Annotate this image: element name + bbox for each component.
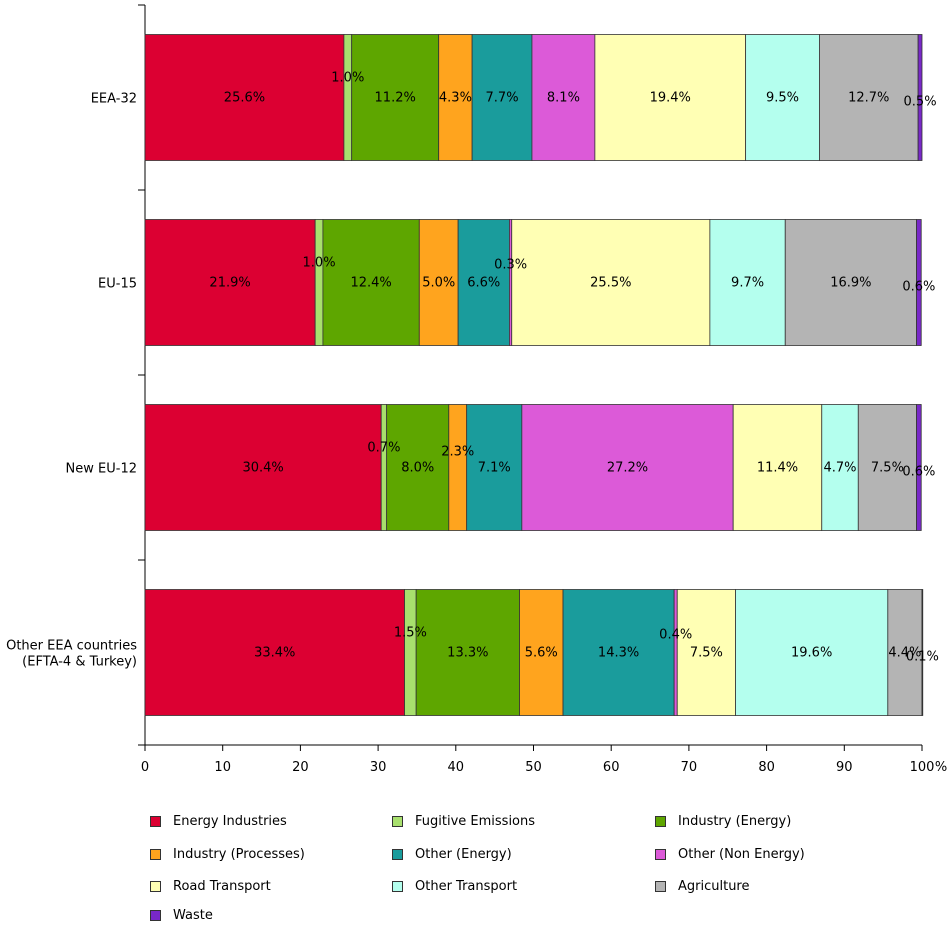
- bar-segment: [438, 34, 473, 161]
- bar-segment: [673, 589, 678, 716]
- bar-segment: [735, 589, 889, 716]
- bar-segment: [466, 404, 523, 531]
- data-label: 30.4%: [242, 461, 283, 476]
- bar-segment: [351, 34, 440, 161]
- data-label: 19.6%: [791, 646, 832, 661]
- data-label: 7.5%: [871, 461, 904, 476]
- bar-segment: [415, 589, 520, 716]
- data-label: 14.3%: [598, 646, 639, 661]
- bar-segment: [471, 34, 533, 161]
- bar-segment: [144, 34, 345, 161]
- data-label: 16.9%: [830, 276, 871, 291]
- bar-segment: [745, 34, 820, 161]
- data-label: 0.6%: [902, 280, 935, 295]
- data-label: 5.6%: [525, 646, 558, 661]
- bar-segment: [386, 404, 450, 531]
- bar-segment: [916, 219, 922, 346]
- bar-segment: [380, 404, 388, 531]
- data-label: 4.7%: [824, 461, 857, 476]
- bar-segment: [418, 219, 459, 346]
- bar-segment: [562, 589, 675, 716]
- bar-segment: [917, 34, 923, 161]
- data-label: 25.5%: [590, 276, 631, 291]
- x-tick-label: 60: [603, 760, 620, 775]
- data-label: 25.6%: [224, 91, 265, 106]
- category-label: EU-15: [98, 277, 137, 292]
- data-label: 11.2%: [375, 91, 416, 106]
- data-label: 5.0%: [422, 276, 455, 291]
- data-label: 9.5%: [766, 91, 799, 106]
- x-tick-label: 90: [836, 760, 853, 775]
- category-label: Other EEA countries: [6, 639, 137, 654]
- x-tick-label: 0: [141, 760, 149, 775]
- data-label: 4.4%: [888, 646, 921, 661]
- data-label: 1.0%: [331, 71, 364, 86]
- data-label: 7.5%: [690, 646, 723, 661]
- bar-segment: [732, 404, 823, 531]
- x-tick-label: 30: [370, 760, 387, 775]
- data-label: 12.7%: [848, 91, 889, 106]
- bar-segment: [916, 404, 922, 531]
- bar-segment: [343, 34, 353, 161]
- bar-segment: [819, 34, 919, 161]
- data-label: 0.7%: [367, 441, 400, 456]
- data-label: 13.3%: [447, 646, 488, 661]
- data-label: 8.1%: [547, 91, 580, 106]
- data-label: 0.5%: [904, 95, 937, 110]
- bar-segment: [314, 219, 324, 346]
- bar-segment: [521, 404, 734, 531]
- bar-segment: [784, 219, 917, 346]
- x-tick-label: 80: [758, 760, 775, 775]
- x-tick-label: 100: [910, 760, 935, 775]
- data-label: 1.5%: [394, 626, 427, 641]
- data-label: 0.6%: [902, 465, 935, 480]
- bar-segment: [144, 404, 382, 531]
- bar-segment: [857, 404, 917, 531]
- data-label: 7.7%: [486, 91, 519, 106]
- bar-segment: [519, 589, 564, 716]
- data-label: 6.6%: [467, 276, 500, 291]
- bar-segment: [448, 404, 468, 531]
- bar-segment: [511, 219, 711, 346]
- data-label: 11.4%: [757, 461, 798, 476]
- bar-segment: [921, 589, 924, 716]
- data-label: 33.4%: [254, 646, 295, 661]
- category-label: (EFTA-4 & Turkey): [22, 655, 137, 670]
- x-axis-unit: %: [935, 760, 947, 775]
- data-label: 0.1%: [906, 650, 939, 665]
- bar-segment: [144, 589, 405, 716]
- data-label: 27.2%: [607, 461, 648, 476]
- data-label: 7.1%: [478, 461, 511, 476]
- x-tick-label: 40: [448, 760, 465, 775]
- data-label: 21.9%: [209, 276, 250, 291]
- data-label: 2.3%: [441, 445, 474, 460]
- bar-segment: [322, 219, 420, 346]
- category-label: New EU-12: [66, 462, 137, 477]
- bar-segment: [457, 219, 510, 346]
- category-label: EEA-32: [91, 92, 137, 107]
- bar-segment: [404, 589, 417, 716]
- data-label: 9.7%: [731, 276, 764, 291]
- data-label: 0.3%: [494, 258, 527, 273]
- bar-segment: [821, 404, 859, 531]
- bar-segment: [709, 219, 786, 346]
- data-label: 19.4%: [650, 91, 691, 106]
- bar-segment: [594, 34, 747, 161]
- data-label: 1.0%: [303, 256, 336, 271]
- x-tick-label: 20: [292, 760, 309, 775]
- x-tick-label: 50: [525, 760, 542, 775]
- bar-segment: [144, 219, 316, 346]
- data-label: 12.4%: [350, 276, 391, 291]
- data-label: 8.0%: [401, 461, 434, 476]
- data-label: 0.4%: [659, 628, 692, 643]
- data-label: 4.3%: [439, 91, 472, 106]
- x-tick-label: 70: [681, 760, 698, 775]
- x-tick-label: 10: [214, 760, 231, 775]
